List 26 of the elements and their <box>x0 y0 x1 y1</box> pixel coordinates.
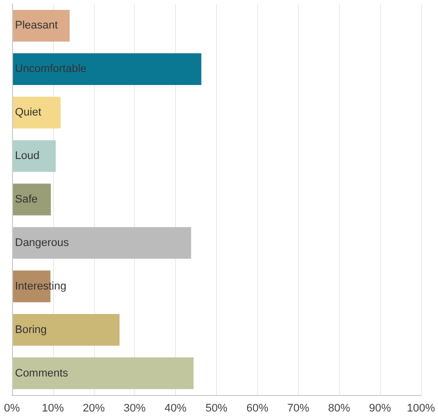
x-tick-label: 50% <box>205 402 228 414</box>
y-tick-label: Comments <box>15 367 69 380</box>
bar <box>12 357 194 390</box>
x-tick-label: 90% <box>369 402 392 414</box>
bar <box>12 96 61 128</box>
x-tick-label: 30% <box>124 402 146 414</box>
x-tick-label: 20% <box>82 402 106 414</box>
y-tick-label: Quiet <box>15 106 42 119</box>
bar <box>12 140 56 172</box>
x-tick-label: 0% <box>4 402 20 414</box>
bar <box>12 53 202 86</box>
bar <box>12 227 192 259</box>
y-tick-label: Boring <box>15 324 47 336</box>
x-tick-label: 60% <box>246 402 269 414</box>
y-tick-label: Safe <box>15 194 38 206</box>
y-tick-label: Dangerous <box>15 236 70 249</box>
bar <box>12 314 120 346</box>
x-tick-label: 40% <box>164 402 187 414</box>
y-tick-label: Uncomfortable <box>15 63 87 76</box>
y-tick-label: Loud <box>15 150 40 162</box>
y-tick-label: Pleasant <box>15 20 58 32</box>
x-tick-label: 80% <box>328 402 350 414</box>
bar <box>12 184 51 216</box>
x-tick-label: 70% <box>287 402 310 414</box>
x-tick-label: 10% <box>42 402 64 414</box>
x-tick-label: 100% <box>406 402 436 414</box>
